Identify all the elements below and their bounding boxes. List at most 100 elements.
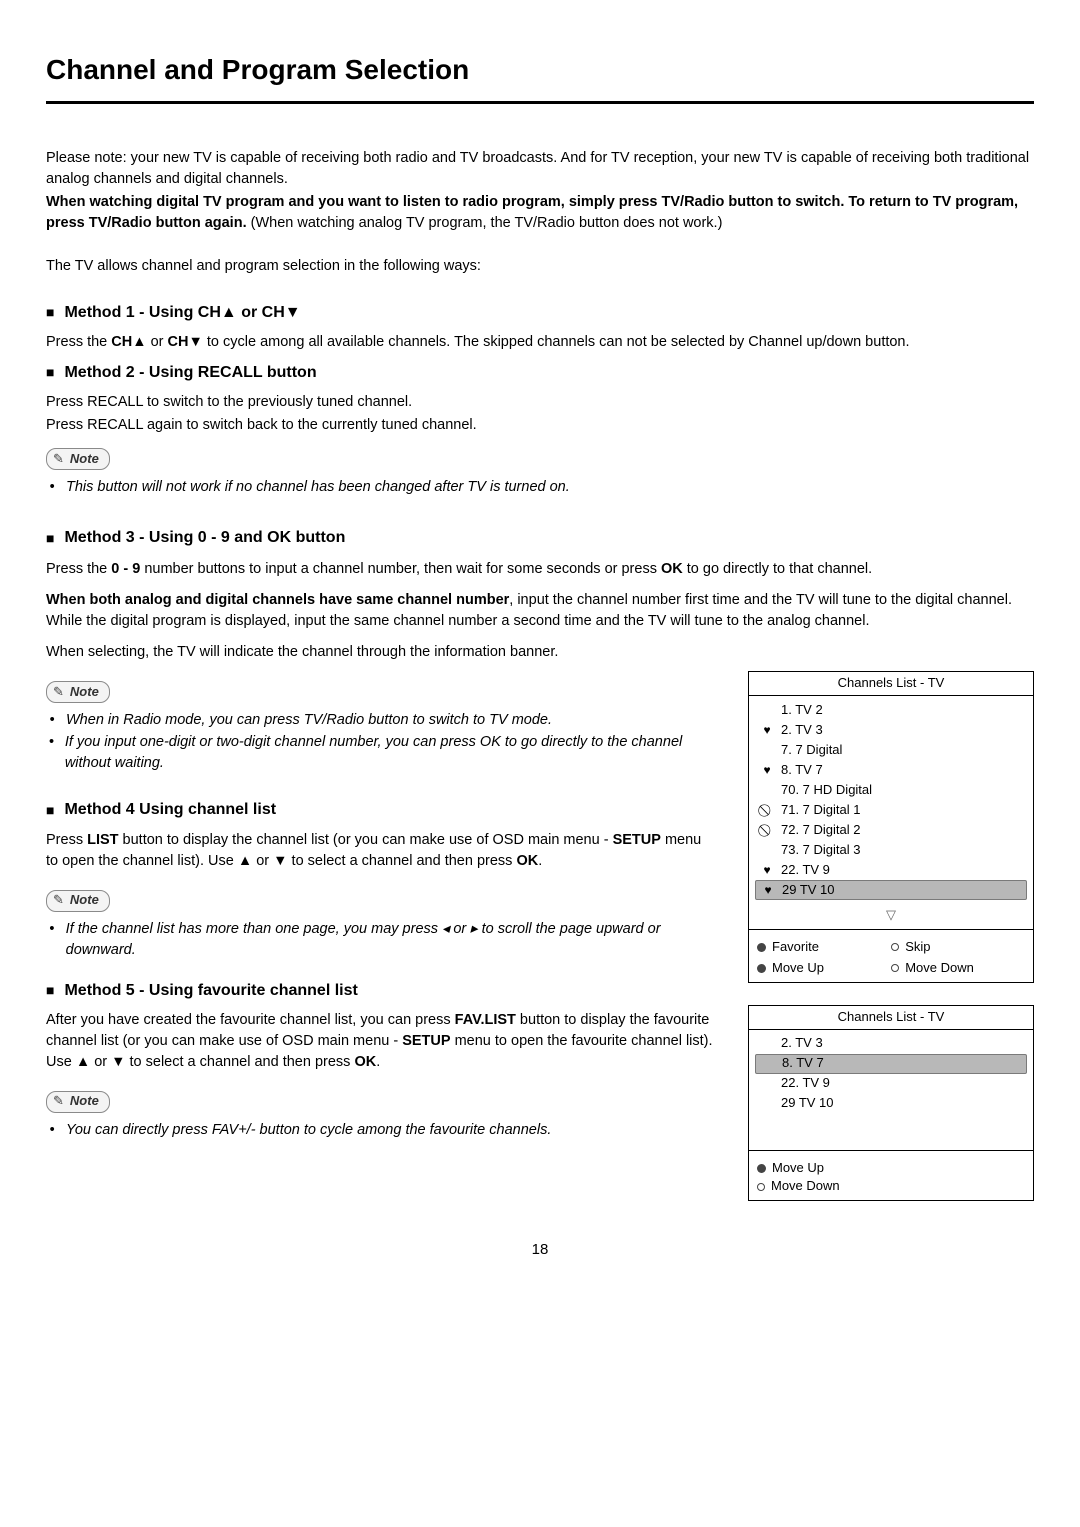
legend-moveup: Move Up — [757, 1159, 1025, 1178]
left-column: ✎ Note • When in Radio mode, you can pre… — [46, 671, 714, 1142]
method2-head-text: Method 2 - Using RECALL button — [64, 361, 316, 384]
bullet-dot-icon: • — [46, 1120, 58, 1141]
channel-label: 8. TV 7 — [781, 761, 1023, 780]
legend-favorite: Favorite — [757, 938, 875, 957]
scroll-down-icon: ▽ — [749, 904, 1033, 925]
title-rule — [46, 101, 1034, 104]
method4-heading: ■ Method 4 Using channel list — [46, 798, 714, 821]
panel-separator — [749, 929, 1033, 930]
dot-icon — [757, 1164, 766, 1173]
channel-label: 29 TV 10 — [781, 1094, 1023, 1113]
note-icon: ✎ — [53, 450, 64, 469]
bullet-dot-icon: • — [46, 919, 58, 961]
channel-label: 22. TV 9 — [781, 1074, 1023, 1093]
ring-icon — [757, 1183, 765, 1191]
note-icon: ✎ — [53, 891, 64, 910]
channel-row: 70. 7 HD Digital — [755, 780, 1027, 800]
method3-note1-text: When in Radio mode, you can press TV/Rad… — [66, 710, 552, 731]
intro-paragraph-1: Please note: your new TV is capable of r… — [46, 148, 1034, 190]
method2-note-text: This button will not work if no channel … — [66, 477, 570, 498]
legend-moveup: Move Up — [757, 959, 875, 978]
channel-mark-icon: ♥ — [759, 762, 775, 779]
method3-note-item1: • When in Radio mode, you can press TV/R… — [46, 710, 714, 731]
method2-note-item: • This button will not work if no channe… — [46, 477, 1034, 498]
method5-body: After you have created the favourite cha… — [46, 1010, 714, 1073]
channel-row: ♥ 8. TV 7 — [755, 760, 1027, 780]
bullet-icon: ■ — [46, 362, 54, 382]
panel-legend: Move Up Move Down — [749, 1155, 1033, 1201]
channel-mark-icon: ⃠ — [759, 822, 775, 839]
legend-movedown: Move Down — [891, 959, 1025, 978]
dot-icon — [757, 943, 766, 952]
bullet-icon: ■ — [46, 980, 54, 1000]
panel-legend: Favorite Skip Move Up Move Down — [749, 934, 1033, 982]
ring-icon — [891, 943, 899, 951]
channel-row: ⃠ 72. 7 Digital 2 — [755, 820, 1027, 840]
channel-row: 1. TV 2 — [755, 700, 1027, 720]
method4-note-text: If the channel list has more than one pa… — [66, 919, 714, 961]
channel-mark-icon: ♥ — [759, 722, 775, 739]
method2-p2: Press RECALL again to switch back to the… — [46, 415, 1034, 436]
note-label: Note — [70, 683, 99, 702]
bullet-dot-icon: • — [46, 710, 58, 731]
method5-heading: ■ Method 5 - Using favourite channel lis… — [46, 979, 714, 1002]
note-icon: ✎ — [53, 1092, 64, 1111]
bullet-icon: ■ — [46, 800, 54, 820]
channel-label: 29 TV 10 — [782, 881, 1022, 900]
channel-mark-icon: ⃠ — [759, 802, 775, 819]
method3-p1: Press the 0 - 9 number buttons to input … — [46, 559, 1034, 580]
channel-label: 70. 7 HD Digital — [781, 781, 1023, 800]
bullet-dot-icon: • — [46, 732, 57, 774]
bullet-dot-icon: • — [46, 477, 58, 498]
note-label: Note — [70, 1092, 99, 1111]
method4-head-text: Method 4 Using channel list — [64, 798, 276, 821]
channel-row: ⃠ 71. 7 Digital 1 — [755, 800, 1027, 820]
ring-icon — [891, 964, 899, 972]
method3-heading: ■ Method 3 - Using 0 - 9 and OK button — [46, 526, 1034, 549]
channel-mark-icon: ♥ — [759, 862, 775, 879]
channel-label: 73. 7 Digital 3 — [781, 841, 1023, 860]
method5-note-item: • You can directly press FAV+/- button t… — [46, 1120, 714, 1141]
channel-row: 8. TV 7 — [755, 1054, 1027, 1074]
method1-head-text: Method 1 - Using CH▲ or CH▼ — [64, 301, 300, 324]
method3-head-text: Method 3 - Using 0 - 9 and OK button — [64, 526, 345, 549]
channel-row: ♥ 22. TV 9 — [755, 860, 1027, 880]
method3-note2-text: If you input one-digit or two-digit chan… — [65, 732, 714, 774]
method1-heading: ■ Method 1 - Using CH▲ or CH▼ — [46, 301, 1034, 324]
method3-p2: When both analog and digital channels ha… — [46, 590, 1034, 632]
channel-label: 8. TV 7 — [782, 1054, 1022, 1073]
bullet-icon: ■ — [46, 528, 54, 548]
intro-paragraph-2: When watching digital TV program and you… — [46, 192, 1034, 234]
note-badge: ✎ Note — [46, 1091, 110, 1113]
bullet-icon: ■ — [46, 302, 54, 322]
note-badge: ✎ Note — [46, 448, 110, 470]
dot-icon — [757, 964, 766, 973]
channel-list-panel-favourite: Channels List - TV 2. TV 38. TV 722. TV … — [748, 1005, 1034, 1202]
channel-label: 22. TV 9 — [781, 861, 1023, 880]
channel-row: ♥ 2. TV 3 — [755, 720, 1027, 740]
method3-p3: When selecting, the TV will indicate the… — [46, 642, 1034, 663]
channel-label: 2. TV 3 — [781, 1034, 1023, 1053]
note-icon: ✎ — [53, 683, 64, 702]
channel-label: 71. 7 Digital 1 — [781, 801, 1023, 820]
method5-note-text: You can directly press FAV+/- button to … — [66, 1120, 551, 1141]
right-column: Channels List - TV 1. TV 2♥2. TV 37. 7 D… — [748, 671, 1034, 1201]
method2-p1: Press RECALL to switch to the previously… — [46, 392, 1034, 413]
channel-rows: 1. TV 2♥2. TV 37. 7 Digital♥8. TV 770. 7… — [749, 696, 1033, 904]
note-badge: ✎ Note — [46, 890, 110, 912]
panel-separator — [749, 1150, 1033, 1151]
channel-label: 2. TV 3 — [781, 721, 1023, 740]
note-label: Note — [70, 891, 99, 910]
channel-label: 72. 7 Digital 2 — [781, 821, 1023, 840]
method1-body: Press the CH▲ or CH▼ to cycle among all … — [46, 332, 1034, 353]
intro-tail-text: (When watching analog TV program, the TV… — [247, 215, 723, 231]
channel-row: 73. 7 Digital 3 — [755, 840, 1027, 860]
channel-row: 29 TV 10 — [755, 1094, 1027, 1114]
panel-title: Channels List - TV — [749, 1006, 1033, 1030]
legend-movedown: Move Down — [757, 1177, 1025, 1196]
channel-row: 22. TV 9 — [755, 1074, 1027, 1094]
channel-row: 7. 7 Digital — [755, 740, 1027, 760]
lead-line: The TV allows channel and program select… — [46, 256, 1034, 277]
channel-row: 2. TV 3 — [755, 1034, 1027, 1054]
method2-heading: ■ Method 2 - Using RECALL button — [46, 361, 1034, 384]
